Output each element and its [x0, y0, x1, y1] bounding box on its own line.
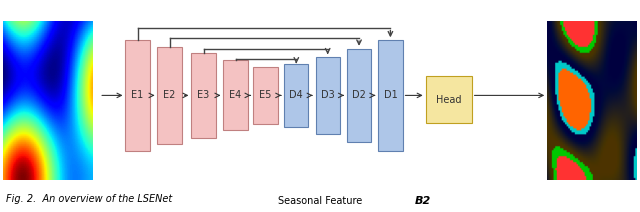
Text: Input: Input	[33, 169, 63, 179]
Text: Fig. 2.  An overview of the LSENet: Fig. 2. An overview of the LSENet	[6, 194, 173, 204]
Text: D2: D2	[352, 90, 366, 100]
FancyBboxPatch shape	[157, 47, 182, 144]
FancyBboxPatch shape	[125, 40, 150, 151]
FancyBboxPatch shape	[316, 57, 340, 134]
FancyBboxPatch shape	[253, 67, 278, 124]
Text: D3: D3	[321, 90, 335, 100]
FancyBboxPatch shape	[426, 76, 472, 123]
Text: D4: D4	[289, 90, 303, 100]
FancyBboxPatch shape	[223, 60, 248, 130]
Text: E3: E3	[197, 90, 210, 100]
FancyBboxPatch shape	[191, 53, 216, 138]
Text: Head: Head	[436, 95, 461, 105]
Text: E5: E5	[259, 90, 272, 100]
Text: E1: E1	[131, 90, 144, 100]
Text: E2: E2	[163, 90, 176, 100]
FancyBboxPatch shape	[284, 64, 308, 127]
Text: B2: B2	[414, 196, 431, 206]
Text: D1: D1	[383, 90, 397, 100]
Text: E4: E4	[229, 90, 242, 100]
FancyBboxPatch shape	[378, 40, 403, 151]
Text: Output: Output	[573, 169, 611, 179]
FancyBboxPatch shape	[347, 49, 371, 142]
Text: Seasonal Feature: Seasonal Feature	[278, 196, 362, 206]
